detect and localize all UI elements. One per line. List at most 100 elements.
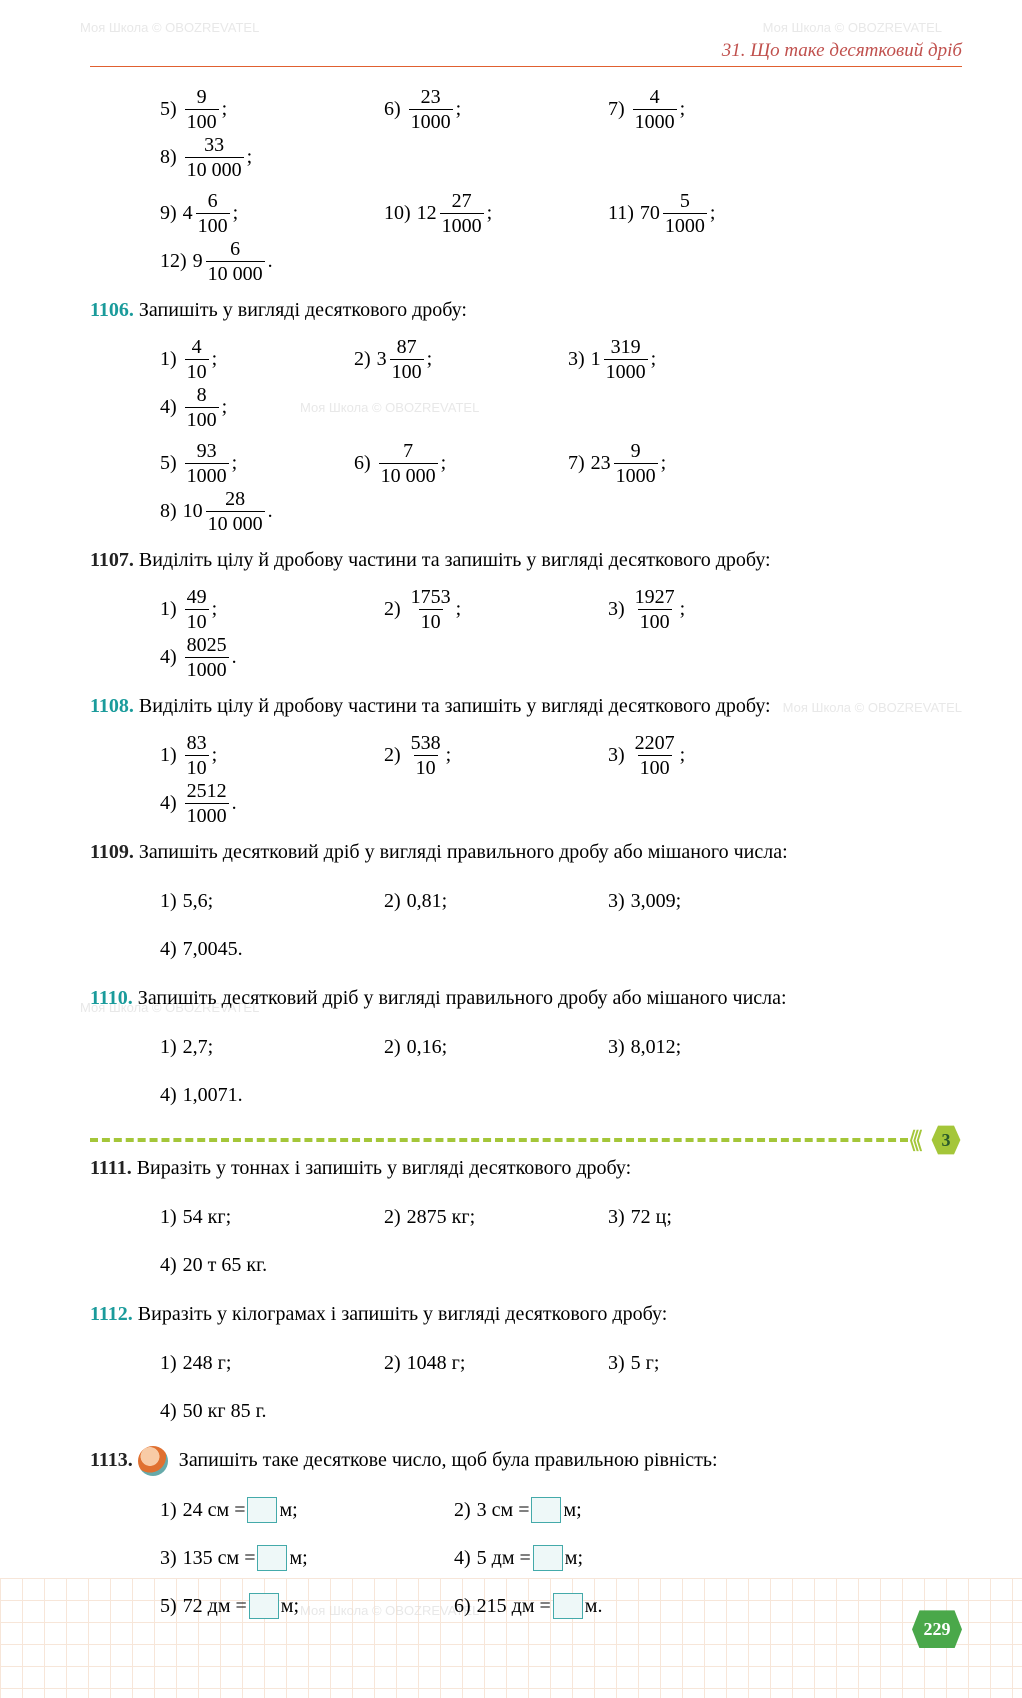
- mixed-number: 710 000: [377, 441, 440, 486]
- item-label: 2): [384, 1036, 401, 1059]
- answer-box[interactable]: [257, 1545, 287, 1571]
- task-1107: 1107. Виділіть цілу й дробову частини та…: [90, 545, 962, 575]
- item-label: 2): [384, 890, 401, 913]
- item-label: 3): [608, 744, 625, 767]
- item-label: 1): [160, 348, 177, 371]
- whole-part: 3: [377, 348, 387, 371]
- answer-box[interactable]: [247, 1497, 277, 1523]
- item-label: 4): [160, 938, 177, 961]
- plain-item: 2)0,16;: [384, 1023, 584, 1071]
- punctuation: ;: [456, 598, 462, 621]
- fraction-item: 5)931000;: [160, 439, 330, 487]
- watermark: Моя Школа © OBOZREVATEL: [80, 20, 259, 35]
- punctuation: ;: [710, 202, 716, 225]
- fraction-item: 3) 2207100;: [608, 731, 808, 779]
- punctuation: ;: [651, 348, 657, 371]
- denominator: 10: [185, 755, 209, 778]
- post-text: м;: [281, 1595, 299, 1618]
- answer-box[interactable]: [249, 1593, 279, 1619]
- item-label: 1): [160, 1352, 177, 1375]
- item-label: 2): [454, 1499, 471, 1522]
- whole-part: 23: [591, 452, 611, 475]
- item-label: 3): [160, 1547, 177, 1570]
- plain-item: 1)5,6;: [160, 877, 360, 925]
- item-value: 5,6;: [183, 890, 214, 913]
- item-label: 9): [160, 202, 177, 225]
- item-value: 1,0071.: [183, 1084, 243, 1107]
- item-label: 5): [160, 98, 177, 121]
- fraction-row: 5)9100;6)231000;7)41000;8)3310 000;: [160, 85, 962, 181]
- fraction-item: 1) 410;: [160, 335, 330, 383]
- box-row: 1)24 см = м;2)3 см = м;3)135 см = м;4)5 …: [160, 1486, 962, 1630]
- whole-part: 4: [183, 202, 193, 225]
- punctuation: ;: [212, 744, 218, 767]
- answer-box[interactable]: [553, 1593, 583, 1619]
- mixed-number: 2391000: [591, 441, 660, 486]
- denominator: 1000: [663, 213, 707, 236]
- item-label: 5): [160, 452, 177, 475]
- fraction: 87100: [390, 337, 424, 382]
- numerator: 9: [629, 441, 643, 463]
- fraction: 1927100: [633, 587, 677, 632]
- fraction: 41000: [633, 87, 677, 132]
- numerator: 5: [678, 191, 692, 213]
- item-label: 10): [384, 202, 411, 225]
- textbook-page: Моя Школа © OBOZREVATEL Моя Школа © OBOZ…: [0, 0, 1022, 1698]
- item-value: 248 г;: [183, 1352, 232, 1375]
- box-item: 6)215 дм = м.: [454, 1582, 724, 1630]
- fraction-row: 1)8310;2)53810;3)2207100;4)25121000.: [160, 731, 962, 827]
- punctuation: ;: [446, 744, 452, 767]
- answer-box[interactable]: [531, 1497, 561, 1523]
- punctuation: ;: [212, 348, 218, 371]
- item-label: 2): [384, 1206, 401, 1229]
- section-header: 31. Що таке десятковий дріб: [90, 40, 962, 67]
- punctuation: ;: [680, 744, 686, 767]
- denominator: 100: [638, 609, 672, 632]
- numerator: 9: [195, 87, 209, 109]
- item-label: 6): [354, 452, 371, 475]
- fraction: 3191000: [604, 337, 648, 382]
- plain-item: 3)72 ц;: [608, 1193, 808, 1241]
- fraction-item: 9)46100;: [160, 189, 360, 237]
- mixed-number: 2207100: [631, 733, 679, 778]
- item-value: 72 ц;: [631, 1206, 672, 1229]
- answer-box[interactable]: [533, 1545, 563, 1571]
- mixed-number: 80251000: [183, 635, 231, 680]
- numerator: 4: [648, 87, 662, 109]
- numerator: 8025: [185, 635, 229, 657]
- fraction-item: 2)387100;: [354, 335, 544, 383]
- plain-row: 1)2,7;2)0,16;3)8,012;4)1,0071.: [160, 1023, 962, 1119]
- item-label: 2): [384, 744, 401, 767]
- item-value: 20 т 65 кг.: [183, 1254, 267, 1277]
- denominator: 10: [185, 359, 209, 382]
- pre-text: 72 дм =: [183, 1595, 247, 1618]
- mixed-number: 7051000: [640, 191, 709, 236]
- item-label: 3): [568, 348, 585, 371]
- plain-item: 4)50 кг 85 г.: [160, 1387, 360, 1435]
- item-value: 50 кг 85 г.: [183, 1400, 267, 1423]
- denominator: 10: [419, 609, 443, 632]
- mixed-number: 12271000: [417, 191, 486, 236]
- item-value: 2,7;: [183, 1036, 214, 1059]
- mixed-number: 13191000: [591, 337, 650, 382]
- fraction-item: 4)80251000.: [160, 633, 360, 681]
- fraction-item: 12)9610 000.: [160, 237, 360, 285]
- plain-item: 3)3,009;: [608, 877, 808, 925]
- item-value: 7,0045.: [183, 938, 243, 961]
- task-number: 1110.: [90, 987, 133, 1009]
- fraction-item: 1)4910;: [160, 585, 360, 633]
- plain-item: 1) 248 г;: [160, 1339, 360, 1387]
- fraction-item: 7)41000;: [608, 85, 808, 133]
- box-item: 1)24 см = м;: [160, 1486, 430, 1534]
- fraction: 231000: [409, 87, 453, 132]
- item-value: 3,009;: [631, 890, 682, 913]
- task-1108: 1108. Виділіть цілу й дробову частини та…: [90, 691, 962, 721]
- punctuation: .: [232, 646, 237, 669]
- task-number: 1111.: [90, 1157, 132, 1179]
- plain-item: 1)54 кг;: [160, 1193, 360, 1241]
- denominator: 10 000: [206, 261, 265, 284]
- mixed-number: 931000: [183, 441, 231, 486]
- item-label: 6): [454, 1595, 471, 1618]
- numerator: 87: [395, 337, 419, 359]
- mixed-number: 410: [183, 337, 211, 382]
